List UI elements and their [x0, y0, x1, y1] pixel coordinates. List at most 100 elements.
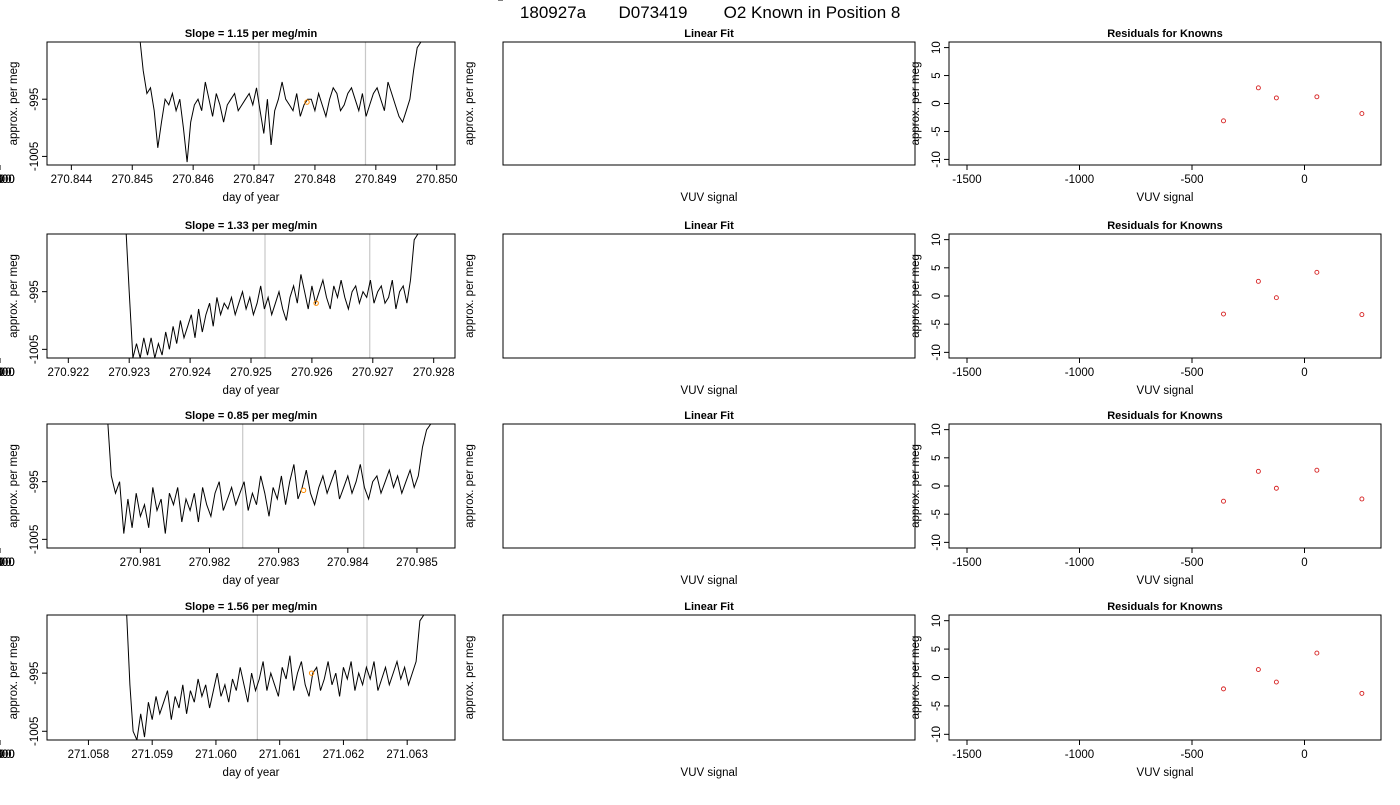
signal-trace: [107, 424, 432, 534]
y-tick-label: -10: [931, 344, 943, 361]
x-tick-label: -500: [1180, 557, 1203, 569]
plot-frame: [502, 423, 916, 549]
known-point: [0, 0, 2, 2]
known-point: [0, 0, 2, 2]
plot-frame: [46, 614, 456, 741]
x-tick-label: -1000: [0, 367, 15, 379]
x-axis-label: VUV signal: [1137, 767, 1194, 779]
x-tick-label: 271.062: [323, 749, 365, 761]
plot-frame: [948, 233, 1382, 359]
known-point: [0, 0, 2, 2]
y-tick-label: -5: [931, 126, 943, 136]
x-tick-label: -1000: [0, 557, 15, 569]
x-tick-label: 270.981: [120, 557, 162, 569]
residuals-panel-0: Residuals for Knowns -1500 -1000 -500 0 -10 -5…: [910, 28, 1382, 204]
y-tick-label: 0: [931, 483, 943, 489]
x-tick-label: 0: [0, 174, 3, 186]
x-tick-label: 271.060: [195, 749, 237, 761]
x-tick-label: -1000: [1065, 557, 1094, 569]
x-tick-label: -1500: [0, 367, 15, 379]
known-point: [0, 0, 2, 2]
timeseries-panel-2: Slope = 0.85 per meg/min 270.981 270.982 27…: [8, 410, 456, 587]
linear-fit-panel-1: Linear Fit-1500-1000-5000-1000-4000400VU…: [0, 0, 916, 397]
x-tick-label: 0: [0, 367, 3, 379]
x-tick-label: -1500: [952, 749, 981, 761]
y-tick-label: 0: [491, 0, 497, 3]
x-tick-label: -1500: [0, 749, 15, 761]
y-axis-label: approx. per meg: [8, 254, 20, 338]
panel-title: Linear Fit: [684, 220, 734, 232]
known-point: [0, 0, 2, 2]
plot-frame: [502, 41, 916, 166]
y-tick-label: 10: [931, 233, 943, 246]
x-axis-label: VUV signal: [681, 767, 738, 779]
y-tick-label: -1000: [479, 0, 508, 3]
x-tick-label: 0: [0, 557, 3, 569]
x-tick-label: 0: [1301, 557, 1307, 569]
y-tick-label: -400: [482, 0, 505, 3]
residual-point: [1273, 295, 1279, 301]
known-point: [0, 0, 2, 2]
y-tick-label: -400: [482, 0, 505, 3]
y-axis-label: approx. per meg: [464, 636, 476, 720]
current-point: [0, 0, 2, 2]
x-tick-label: -1500: [0, 174, 15, 186]
y-axis-label: approx. per meg: [8, 62, 20, 146]
known-point: [0, 0, 2, 2]
plot-area: [0, 0, 2, 2]
x-tick-label: 0: [1301, 174, 1307, 186]
header-tank-id: D073419: [618, 3, 687, 22]
panel-title: Slope = 1.56 per meg/min: [185, 601, 318, 613]
y-axis-label: approx. per meg: [8, 636, 20, 720]
y-tick-label: -5: [931, 701, 943, 711]
x-tick-label: 270.985: [396, 557, 438, 569]
residual-point: [1221, 686, 1226, 692]
panel-title: Linear Fit: [684, 28, 734, 40]
plot-area: [126, 615, 425, 740]
x-axis-label: VUV signal: [1137, 385, 1194, 397]
x-tick-label: 271.058: [68, 749, 110, 761]
panel-title: Slope = 1.15 per meg/min: [185, 28, 318, 40]
timeseries-panel-3: Slope = 1.56 per meg/min 271.058 271.059 27…: [8, 601, 456, 779]
y-tick-label: 400: [484, 0, 503, 3]
x-tick-label: -500: [0, 367, 12, 379]
plot-frame: [46, 423, 456, 549]
plot-area: [1221, 467, 1365, 504]
x-tick-label: -500: [1180, 174, 1203, 186]
mean-marker: [304, 99, 310, 105]
plot-frame: [502, 614, 916, 741]
x-tick-label: 270.982: [189, 557, 231, 569]
linear-fit-panel-3: Linear Fit-1500-1000-5000-1000-4000400VU…: [0, 0, 916, 779]
y-tick-label: -400: [482, 0, 505, 3]
panel-title: Residuals for Knowns: [1107, 601, 1223, 613]
x-tick-label: 270.844: [51, 174, 93, 186]
known-point: [0, 0, 2, 2]
panel-title: Slope = 0.85 per meg/min: [185, 410, 318, 422]
plot-area: [139, 42, 422, 165]
x-tick-label: 270.928: [413, 367, 455, 379]
y-tick-label: 0: [931, 293, 943, 299]
current-point: [0, 0, 2, 2]
x-tick-label: 270.984: [327, 557, 369, 569]
y-tick-label: 10: [931, 423, 943, 436]
x-tick-label: -1000: [1065, 174, 1094, 186]
y-tick-label: -995: [29, 470, 41, 493]
header-run-id: 180927a: [520, 3, 587, 22]
x-axis-label: VUV signal: [681, 192, 738, 204]
known-point: [0, 0, 2, 2]
x-tick-label: -1500: [0, 557, 15, 569]
residual-point: [1221, 118, 1226, 124]
y-axis-label: approx. per meg: [910, 254, 922, 338]
known-point: [0, 0, 2, 2]
y-tick-label: 0: [931, 674, 943, 680]
known-point: [0, 0, 2, 2]
x-tick-label: 270.926: [291, 367, 333, 379]
y-tick-label: -1000: [479, 0, 508, 3]
residual-point: [1273, 485, 1279, 491]
residual-point: [1255, 85, 1261, 91]
y-tick-label: -995: [29, 662, 41, 685]
y-axis-label: approx. per meg: [464, 62, 476, 146]
x-axis-label: VUV signal: [1137, 192, 1194, 204]
y-axis-label: approx. per meg: [464, 444, 476, 528]
